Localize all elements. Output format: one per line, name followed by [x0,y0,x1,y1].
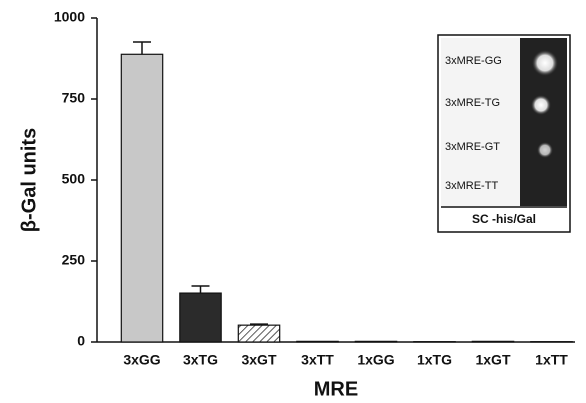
x-tick-label: 1xGT [475,352,510,368]
x-axis-label: MRE [314,378,358,400]
bar [355,341,396,342]
inset-label: 3xMRE-GG [445,55,502,67]
x-tick-label: 3xTT [301,352,334,368]
bar [121,54,162,342]
inset-label: 3xMRE-GT [445,141,500,153]
y-tick-label: 0 [77,333,85,349]
y-tick-label: 500 [62,171,86,187]
inset-caption: SC -his/Gal [472,212,536,226]
x-tick-label: 3xGG [123,352,160,368]
x-tick-label: 3xTG [183,352,218,368]
colony [531,95,551,115]
x-tick-label: 1xTG [417,352,452,368]
inset-label: 3xMRE-TT [445,180,498,192]
bar [238,325,279,342]
bar [297,341,338,342]
colony [532,50,558,76]
y-tick-label: 250 [62,252,86,268]
x-tick-label: 1xTT [535,352,568,368]
chart: β-Gal units MRE SC -his/Gal 0 250 500 750 10… [0,0,586,403]
colony [537,142,553,158]
y-tick-label: 1000 [54,9,85,25]
inset-label: 3xMRE-TG [445,97,500,109]
y-tick-label: 750 [62,90,86,106]
bar [180,293,221,342]
x-tick-label: 1xGG [357,352,394,368]
x-tick-label: 3xGT [241,352,276,368]
y-axis-label: β-Gal units [18,128,40,232]
bar [472,341,513,342]
